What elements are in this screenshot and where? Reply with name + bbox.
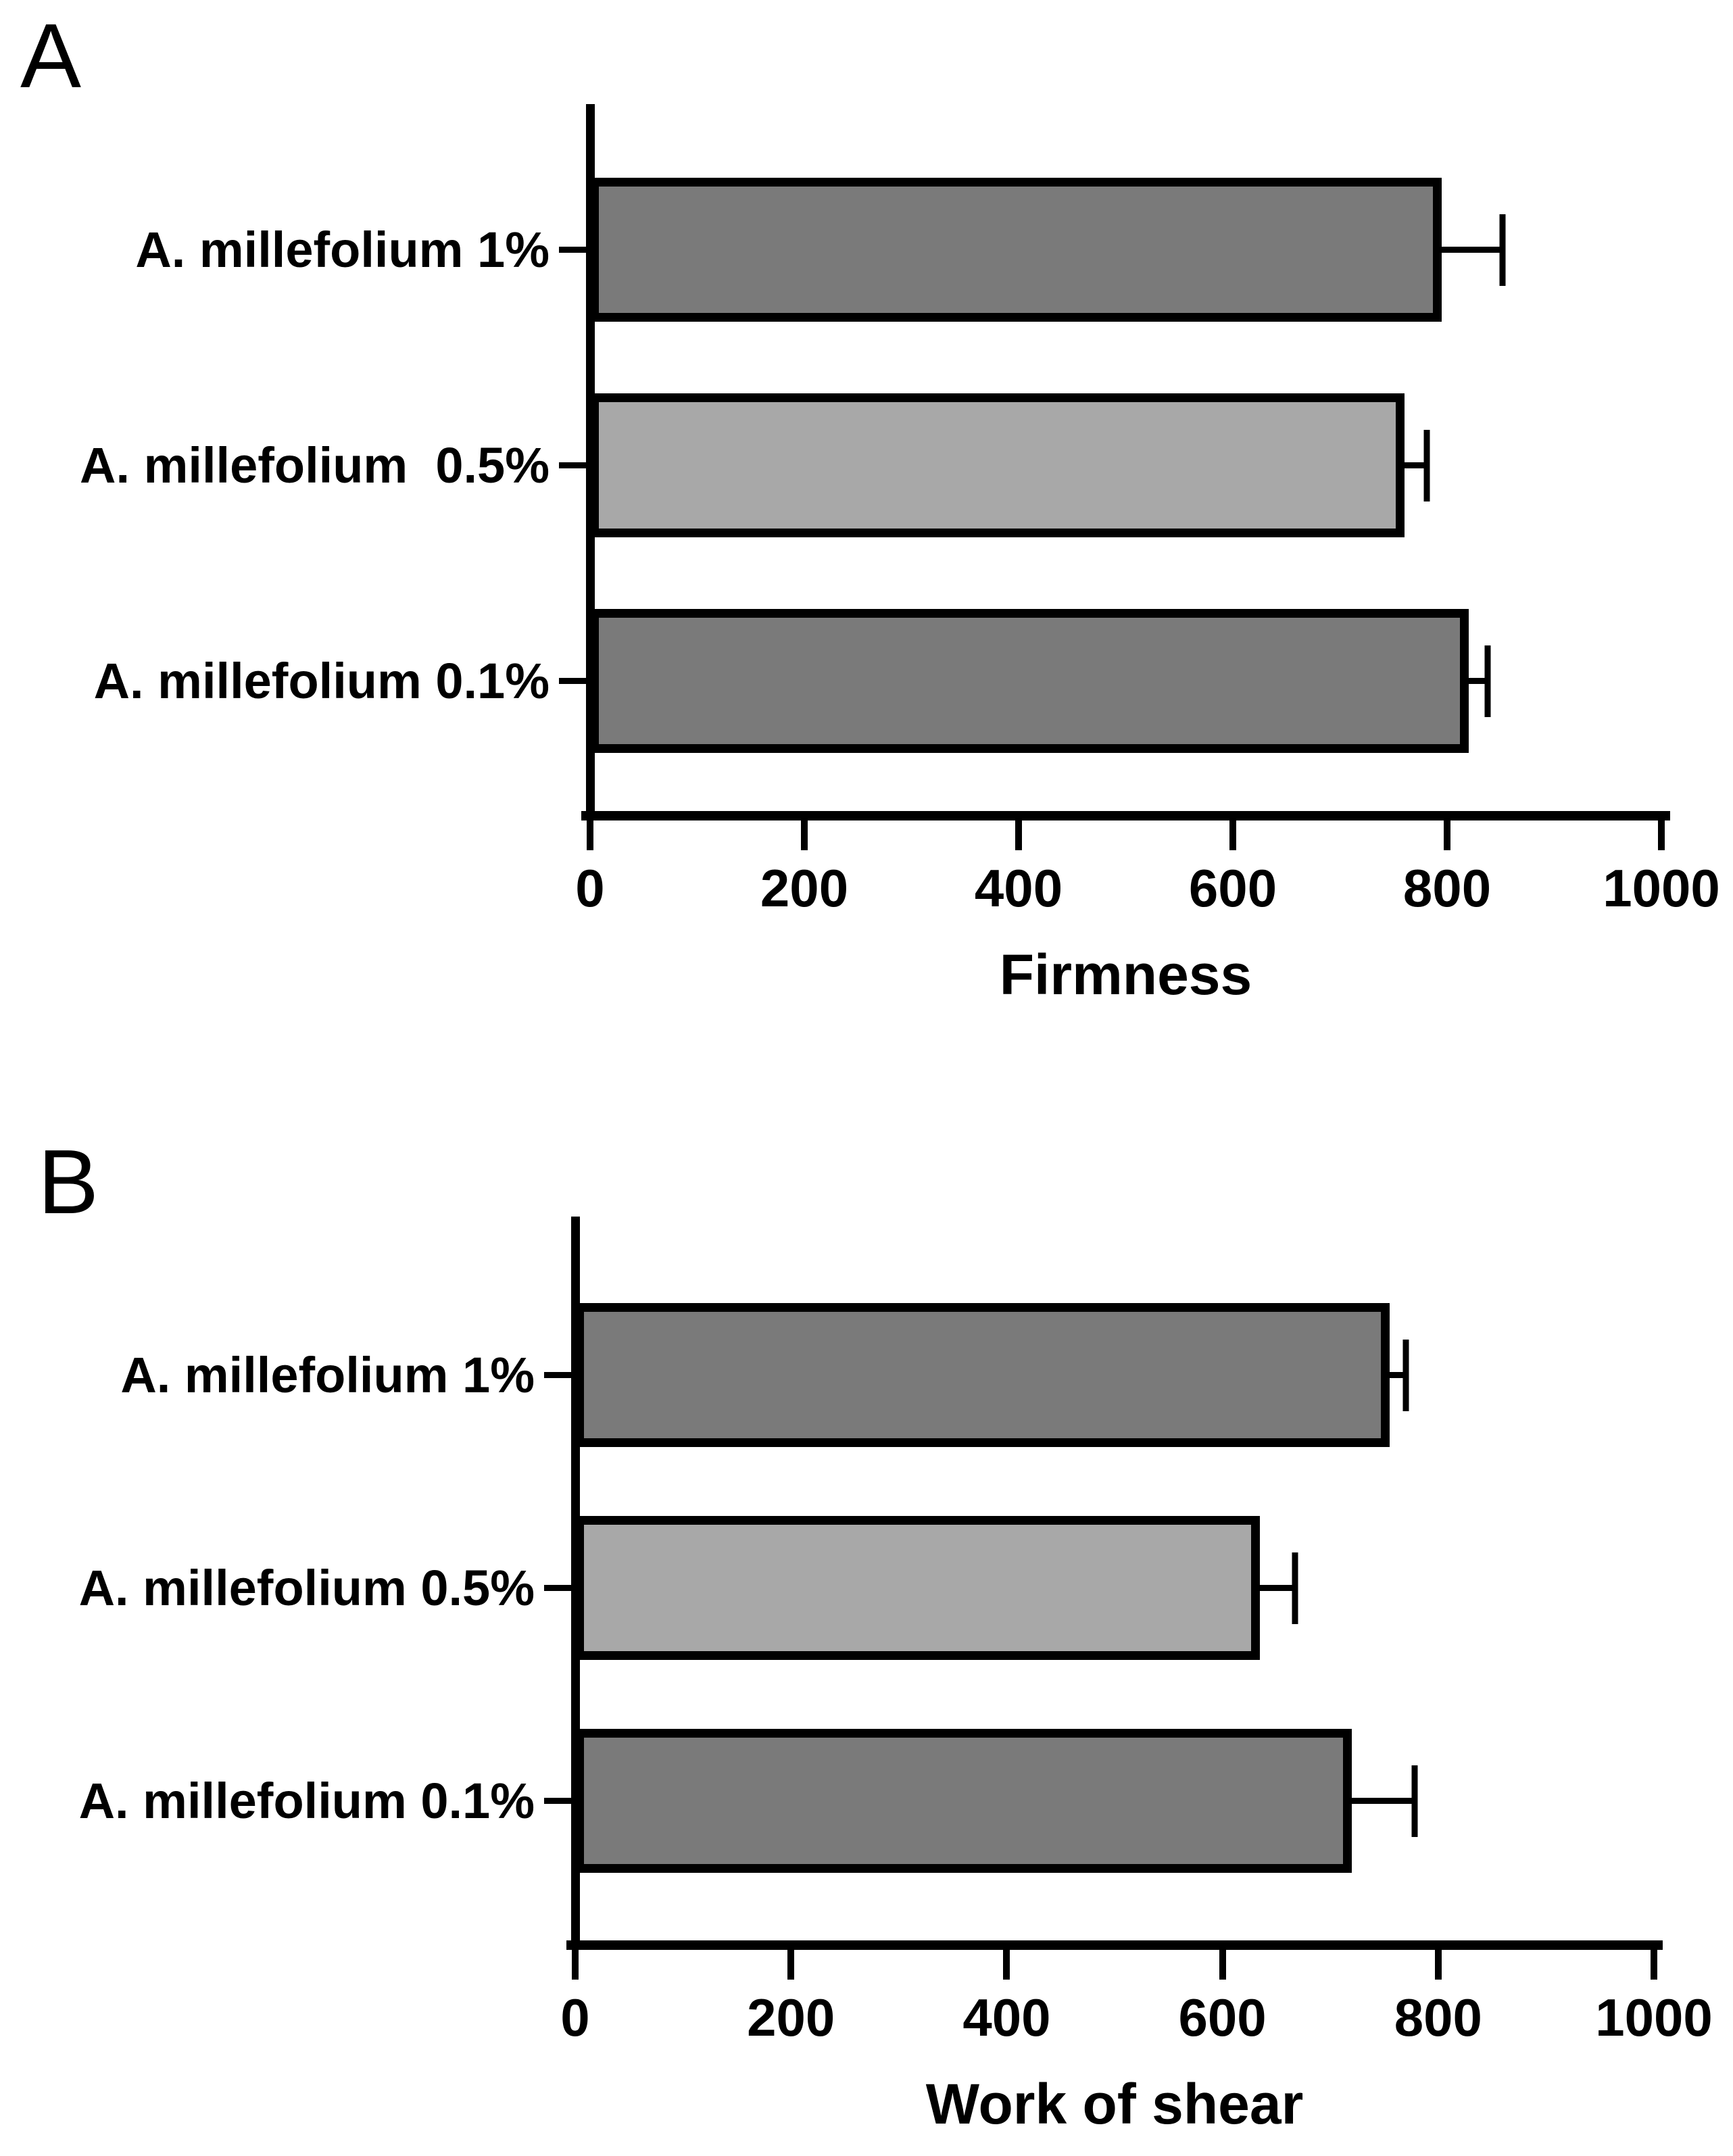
- x-axis-tick: [587, 820, 593, 850]
- x-axis-title: Firmness: [999, 943, 1252, 1006]
- x-axis-tick: [1444, 820, 1450, 850]
- error-bar-line: [1389, 1371, 1406, 1378]
- x-axis-tick: [1658, 820, 1665, 850]
- category-label: A. millefolium 0.1%: [78, 1772, 535, 1829]
- bar: [575, 1516, 1261, 1660]
- x-axis-tick: [801, 820, 808, 850]
- x-axis-tick-label: 0: [575, 858, 605, 918]
- category-tick: [544, 1371, 575, 1378]
- error-bar-line: [1468, 677, 1488, 684]
- error-bar-cap: [1411, 1765, 1418, 1837]
- x-axis-tick-label: 600: [1178, 1988, 1267, 2047]
- x-axis-tick: [1229, 820, 1236, 850]
- bar-chart-firmness: A. millefolium 1% A. millefolium 0.5% A.…: [80, 104, 1720, 1003]
- y-axis-line: [586, 104, 595, 820]
- category-label: A. millefolium 0.5%: [80, 437, 550, 493]
- error-bar-line: [1404, 462, 1427, 468]
- bar-row: A. millefolium 0.5%: [79, 1516, 1654, 1660]
- x-axis-tick: [1651, 1949, 1657, 1980]
- x-axis-tick: [1434, 1949, 1442, 1980]
- error-bar-line: [1442, 246, 1503, 253]
- error-bar-line: [1260, 1584, 1295, 1591]
- x-axis-tick-label: 800: [1402, 858, 1492, 918]
- category-tick: [544, 1797, 575, 1804]
- x-axis-tick: [1015, 820, 1022, 850]
- error-bar-cap: [1423, 429, 1430, 501]
- bar: [590, 178, 1442, 322]
- bar-chart-work-of-shear: A. millefolium 1% A. millefolium 0.5% A.…: [79, 1217, 1713, 2132]
- x-axis-title: Work of shear: [925, 2072, 1304, 2136]
- error-bar-cap: [1402, 1339, 1409, 1411]
- category-tick: [559, 246, 590, 253]
- x-axis-tick-label: 800: [1394, 1988, 1482, 2047]
- x-axis-tick: [572, 1949, 579, 1980]
- category-tick: [559, 462, 590, 468]
- y-axis-line: [571, 1217, 580, 1950]
- x-axis-tick: [787, 1949, 795, 1980]
- bar: [590, 393, 1405, 537]
- x-axis-tick-label: 200: [747, 1988, 835, 2047]
- x-axis-tick-label: 200: [760, 858, 849, 918]
- x-axis-tick-label: 400: [962, 1988, 1051, 2047]
- category-tick: [544, 1584, 575, 1591]
- panel-a-letter: A: [20, 5, 82, 107]
- x-axis-line: [581, 811, 1670, 820]
- panel-b-letter: B: [38, 1131, 99, 1233]
- error-bar-cap: [1292, 1552, 1298, 1624]
- x-axis-line: [566, 1940, 1663, 1950]
- x-axis-tick-label: 0: [560, 1988, 590, 2047]
- error-bar-cap: [1484, 645, 1491, 717]
- bar-row: A. millefolium 0.5%: [80, 393, 1661, 537]
- bar-row: A. millefolium 1%: [120, 1303, 1654, 1447]
- x-axis-tick: [1219, 1949, 1226, 1980]
- bar-row: A. millefolium 0.1%: [79, 1729, 1654, 1873]
- bar: [590, 609, 1469, 753]
- error-bar-cap: [1499, 214, 1506, 286]
- x-axis-tick-label: 400: [974, 858, 1063, 918]
- bar-row: A. millefolium 1%: [135, 178, 1661, 322]
- bar: [575, 1303, 1390, 1447]
- category-tick: [559, 677, 590, 684]
- category-label: A. millefolium 0.1%: [93, 652, 550, 709]
- bar: [575, 1729, 1352, 1873]
- bar-row: A. millefolium 0.1%: [94, 609, 1661, 753]
- x-axis-tick-label: 1000: [1595, 1988, 1713, 2047]
- category-label: A. millefolium 1%: [135, 221, 550, 278]
- error-bar-line: [1352, 1797, 1415, 1804]
- category-label: A. millefolium 1%: [120, 1346, 535, 1403]
- x-axis-tick-label: 1000: [1603, 858, 1720, 918]
- x-axis-tick: [1003, 1949, 1010, 1980]
- category-label: A. millefolium 0.5%: [78, 1559, 535, 1616]
- x-axis-tick-label: 600: [1188, 858, 1277, 918]
